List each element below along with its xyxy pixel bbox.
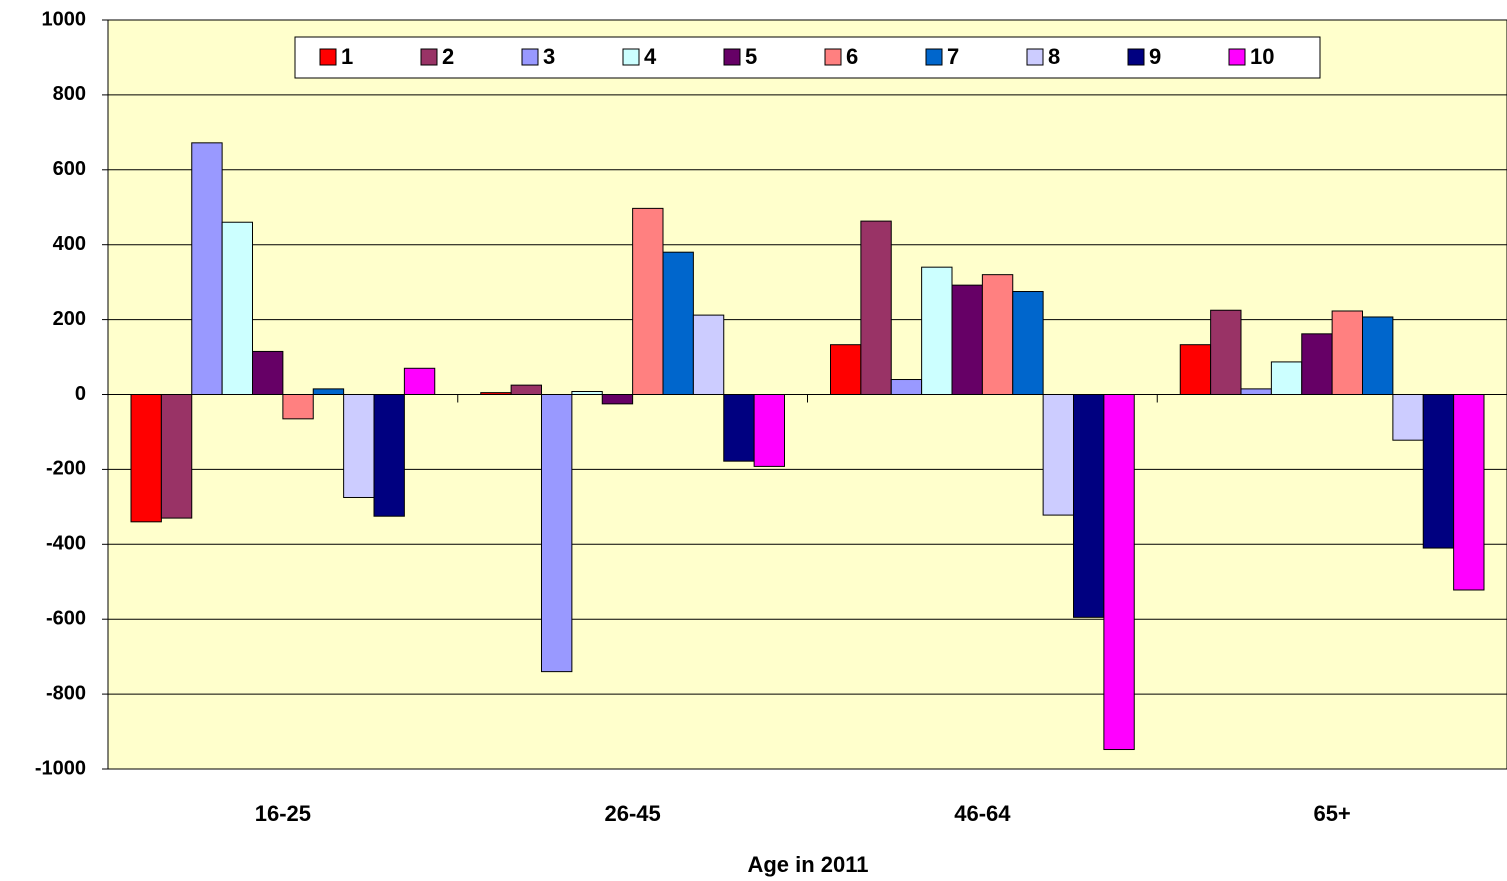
bar [160, 394, 193, 519]
y-tick-label: 800 [53, 83, 86, 105]
legend-label: 2 [442, 44, 454, 69]
bar [830, 344, 862, 395]
bar [312, 388, 345, 396]
bar [1240, 388, 1272, 396]
bar [403, 367, 436, 396]
legend-swatch [1026, 48, 1044, 66]
bar [1453, 394, 1485, 591]
bar [1210, 309, 1242, 395]
legend-swatch [925, 48, 943, 66]
bar [860, 220, 892, 395]
legend-swatch [521, 48, 539, 66]
y-tick-label: 400 [53, 233, 86, 255]
bar [1301, 333, 1333, 395]
bar [1073, 394, 1105, 618]
bar [191, 142, 223, 395]
legend-box [294, 36, 1321, 79]
legend-label: 3 [543, 44, 555, 69]
y-tick-label: 200 [53, 308, 86, 330]
bar [1179, 344, 1212, 395]
legend-label: 10 [1250, 44, 1274, 69]
x-tick-label: 26-45 [604, 801, 660, 826]
bar [951, 284, 983, 395]
y-tick-label: -600 [46, 607, 86, 629]
bar [221, 221, 253, 395]
legend-label: 1 [341, 44, 353, 69]
bar [343, 394, 375, 498]
bar [510, 384, 542, 396]
legend-swatch [824, 48, 842, 66]
bar [571, 391, 603, 395]
bar [1362, 316, 1394, 395]
y-tick-label: -800 [46, 682, 86, 704]
bar [541, 394, 573, 673]
y-tick-label: -400 [46, 533, 86, 555]
legend-label: 7 [947, 44, 959, 69]
bar [1392, 394, 1424, 441]
legend-label: 5 [745, 44, 757, 69]
x-tick-label: 46-64 [954, 801, 1011, 826]
bar [480, 392, 512, 396]
bar [601, 394, 634, 405]
bar [692, 314, 725, 395]
bar [1331, 310, 1363, 396]
bar [723, 394, 755, 462]
bar [890, 379, 923, 395]
legend-label: 6 [846, 44, 858, 69]
y-tick-label: 1000 [42, 8, 87, 30]
legend-label: 4 [644, 44, 657, 69]
legend-swatch [723, 48, 741, 66]
x-tick-label: 16-25 [255, 801, 311, 826]
legend-label: 9 [1149, 44, 1161, 69]
bar [662, 251, 694, 395]
y-tick-label: -200 [46, 458, 86, 480]
legend-swatch [1228, 48, 1246, 66]
bar [1042, 394, 1074, 516]
legend-swatch [420, 48, 438, 66]
y-tick-label: 0 [75, 383, 86, 405]
bar [981, 274, 1014, 395]
x-axis-label: Age in 2011 [747, 852, 868, 877]
y-tick-label: -1000 [35, 757, 86, 779]
bar [753, 394, 785, 467]
bar [1270, 361, 1303, 395]
bar [1422, 394, 1455, 549]
legend-swatch [1127, 48, 1145, 66]
bar [1012, 291, 1044, 396]
bar [282, 394, 314, 420]
bar [130, 394, 162, 523]
bar [921, 266, 953, 396]
y-tick-label: 600 [53, 158, 86, 180]
legend-label: 8 [1048, 44, 1060, 69]
x-tick-label: 65+ [1313, 801, 1350, 826]
bar [1103, 394, 1135, 751]
bar [252, 350, 284, 395]
legend-swatch [319, 48, 337, 66]
legend-swatch [622, 48, 640, 66]
bar [632, 207, 664, 395]
bar [373, 394, 405, 517]
